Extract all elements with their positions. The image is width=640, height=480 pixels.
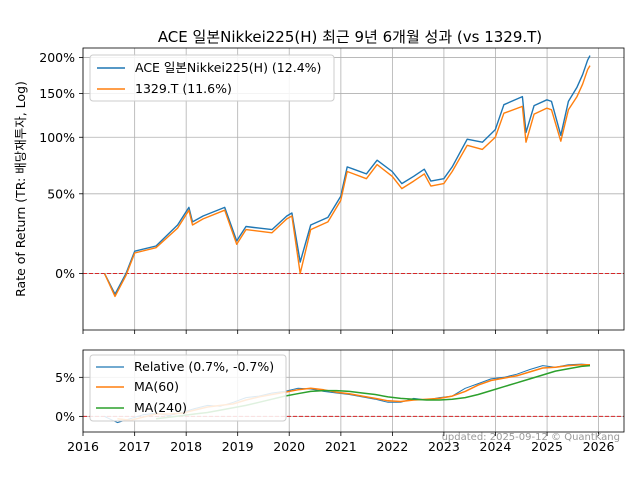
top-y-tick-label: 50% [47,186,75,201]
top-x-ticks [82,330,599,334]
legend-label-ma240: MA(240) [134,400,187,415]
top-y-tick-label: 100% [39,130,75,145]
x-tick-label: 2019 [222,439,254,454]
updated-annotation: updated: 2025-09-12 © QuantKang [442,432,620,443]
top-legend-box [89,54,335,102]
bottom-legend: Relative (0.7%, -0.7%) MA(60) MA(240) [89,354,287,422]
bottom-y-tick-label: 5% [55,370,75,385]
legend-label-relative: Relative (0.7%, -0.7%) [134,359,274,374]
y-axis-label: Rate of Return (TR: 배당재투자, Log) [13,81,28,297]
legend-label-ace: ACE 일본Nikkei225(H) (12.4%) [135,60,321,75]
top-y-ticks: 0% 50% 100% 150% 200% [39,50,83,281]
chart-title: ACE 일본Nikkei225(H) 최근 9년 6개월 성과 (vs 1329… [158,28,542,46]
x-tick-label: 2021 [325,439,357,454]
top-y-tick-label: 200% [39,50,75,65]
bottom-y-tick-label: 0% [55,409,75,424]
top-legend: ACE 일본Nikkei225(H) (12.4%) 1329.T (11.6%… [89,54,335,102]
x-tick-label: 2024 [480,439,512,454]
x-tick-label: 2017 [119,439,151,454]
legend-label-ma60: MA(60) [134,379,179,394]
x-tick-label: 2022 [376,439,408,454]
top-series-lines [103,55,591,298]
legend-label-1329: 1329.T (11.6%) [135,81,232,96]
series-line-ace-nikkei225 [103,55,591,295]
x-tick-label: 2016 [67,439,99,454]
series-line-1329t [103,65,591,298]
x-tick-label: 2020 [273,439,305,454]
top-y-tick-label: 0% [55,266,75,281]
bottom-y-ticks: 0% 5% [55,370,83,424]
top-y-tick-label: 150% [39,86,75,101]
bottom-x-ticks: 2016 2017 2018 2019 2020 2021 2022 2023 2024 2025… [67,432,615,454]
x-tick-label: 2023 [428,439,460,454]
x-tick-label: 2026 [583,439,615,454]
x-tick-label: 2018 [170,439,202,454]
bottom-legend-box [89,354,287,422]
x-tick-label: 2025 [531,439,563,454]
bottom-plot-frame [82,349,625,433]
top-plot-frame [82,47,625,331]
